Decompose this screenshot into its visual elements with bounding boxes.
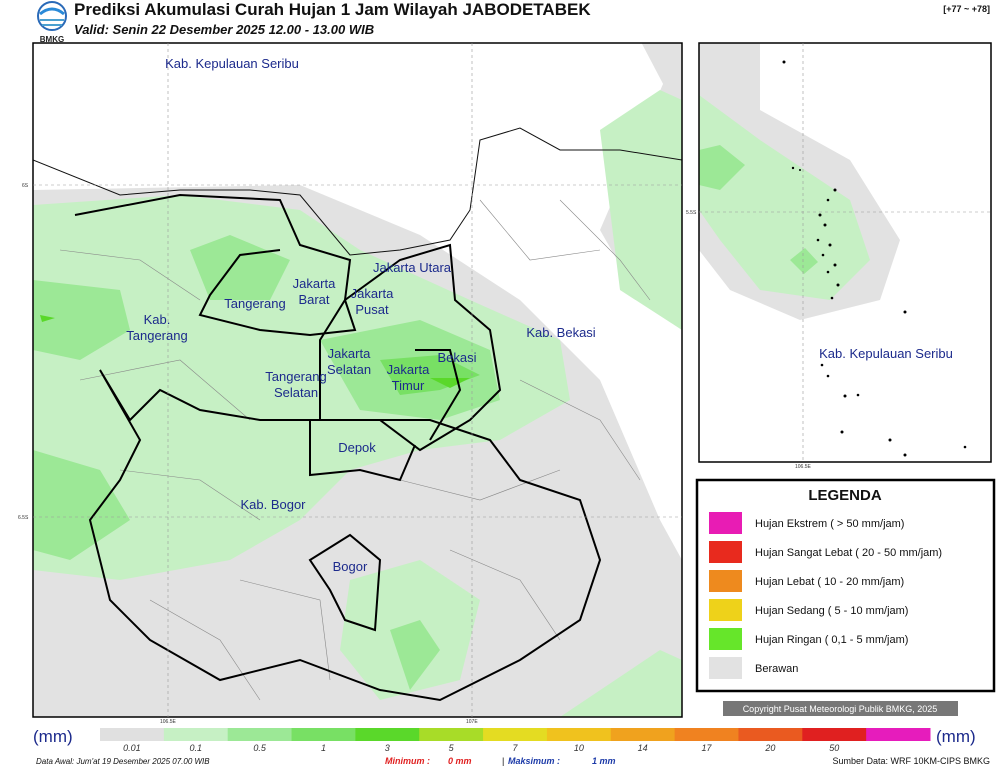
region-label: Timur	[392, 378, 425, 393]
region-label: Tangerang	[224, 296, 285, 311]
colorbar-segment	[674, 728, 739, 741]
grid-label: 106.5E	[160, 719, 177, 725]
region-label: Jakarta	[293, 276, 336, 291]
region-label: Kab.	[144, 312, 171, 327]
legend-label: Berawan	[755, 663, 798, 675]
colorbar-tick-label: 17	[702, 743, 713, 753]
colorbar-tick-label: 0.1	[190, 743, 203, 753]
colorbar-segment	[546, 728, 612, 741]
colorbar-tick-label: 14	[638, 743, 648, 753]
legend-swatch	[709, 628, 742, 650]
legend-label: Hujan Lebat ( 10 - 20 mm/jam)	[755, 576, 904, 588]
legend-title: LEGENDA	[808, 487, 882, 504]
grid-label: 6.5S	[18, 515, 29, 521]
region-label: Jakarta	[351, 286, 394, 301]
legend-swatch	[709, 599, 742, 621]
region-label: Tangerang	[126, 328, 187, 343]
minimum-value: 0 mm	[448, 756, 472, 766]
colorbar-segment	[866, 728, 931, 741]
maksimum-label: Maksimum :	[508, 756, 560, 766]
colorbar-tick-label: 10	[574, 743, 584, 753]
grid-label: 6S	[22, 183, 29, 189]
legend-swatch	[709, 657, 742, 679]
colorbar-segment	[163, 728, 229, 741]
colorbar-segment	[802, 728, 867, 741]
inset-map	[699, 43, 991, 462]
legend-box	[695, 478, 996, 693]
colorbar-segment	[419, 728, 484, 741]
region-label: Pusat	[355, 302, 389, 317]
legend-label: Hujan Sangat Lebat ( 20 - 50 mm/jam)	[755, 547, 942, 559]
colorbar-unit: (mm)	[936, 727, 976, 746]
grid-label: 107E	[466, 719, 478, 725]
region-label: Bogor	[333, 559, 368, 574]
map-grid	[33, 43, 682, 717]
copyright-box	[723, 701, 958, 716]
main-map	[33, 43, 682, 717]
colorbar-tick-label: 0.5	[253, 743, 267, 753]
logo: BMKG	[37, 1, 67, 44]
legend-label: Hujan Ringan ( 0,1 - 5 mm/jam)	[755, 634, 908, 646]
region-label: Selatan	[327, 362, 371, 377]
region-label: Tangerang	[265, 369, 326, 384]
code: [+77 ~ +78]	[943, 4, 990, 14]
region-label: Depok	[338, 440, 376, 455]
colorbar-tick-label: 50	[829, 743, 839, 753]
data-awal: Data Awal: Jum'at 19 Desember 2025 07.00…	[36, 757, 210, 766]
maksimum-value: 1 mm	[592, 756, 616, 766]
legend-swatch	[709, 512, 742, 534]
region-label: Kab. Kepulauan Seribu	[819, 346, 953, 361]
region-label: Selatan	[274, 385, 318, 400]
logo-text: BMKG	[40, 35, 64, 44]
legend-swatch	[709, 570, 742, 592]
colorbar-segment	[610, 728, 676, 741]
colorbar-tick-label: 7	[512, 743, 518, 753]
map-frame	[32, 42, 683, 718]
legend-label: Hujan Ekstrem ( > 50 mm/jam)	[755, 518, 904, 530]
region-label: Barat	[298, 292, 329, 307]
colorbar-segment	[100, 728, 165, 741]
colorbar-tick-label: 3	[385, 743, 390, 753]
region-label: Kab. Bekasi	[526, 325, 595, 340]
legend-swatch	[709, 541, 742, 563]
source: Sumber Data: WRF 10KM-CIPS BMKG	[832, 756, 990, 766]
separator: |	[502, 756, 504, 766]
region-label: Jakarta Utara	[373, 260, 452, 275]
region-label: Jakarta	[387, 362, 430, 377]
colorbar-tick-label: 0.01	[123, 743, 141, 753]
inset-frame	[698, 42, 992, 463]
region-label: Kab. Kepulauan Seribu	[165, 56, 299, 71]
grid-label: 106.5E	[795, 464, 812, 470]
region-label: Kab. Bogor	[240, 497, 306, 512]
region-label: Bekasi	[437, 350, 476, 365]
colorbar-tick-label: 1	[321, 743, 326, 753]
colorbar-tick-label: 5	[449, 743, 455, 753]
copyright: Copyright Pusat Meteorologi Publik BMKG,…	[743, 704, 938, 714]
legend-label: Hujan Sedang ( 5 - 10 mm/jam)	[755, 605, 908, 617]
colorbar-tick-label: 20	[764, 743, 775, 753]
colorbar-segment	[483, 728, 548, 741]
colorbar-segment	[738, 728, 803, 741]
colorbar-segment	[291, 728, 356, 741]
valid-time: Valid: Senin 22 Desember 2025 12.00 - 13…	[74, 22, 374, 37]
region-label: Jakarta	[328, 346, 371, 361]
colorbar-segment	[227, 728, 293, 741]
grid-label: 5.5S	[686, 210, 697, 216]
minimum-label: Minimum :	[385, 756, 430, 766]
colorbar-segment	[355, 728, 420, 741]
colorbar-unit: (mm)	[33, 727, 73, 746]
title: Prediksi Akumulasi Curah Hujan 1 Jam Wil…	[74, 0, 591, 19]
